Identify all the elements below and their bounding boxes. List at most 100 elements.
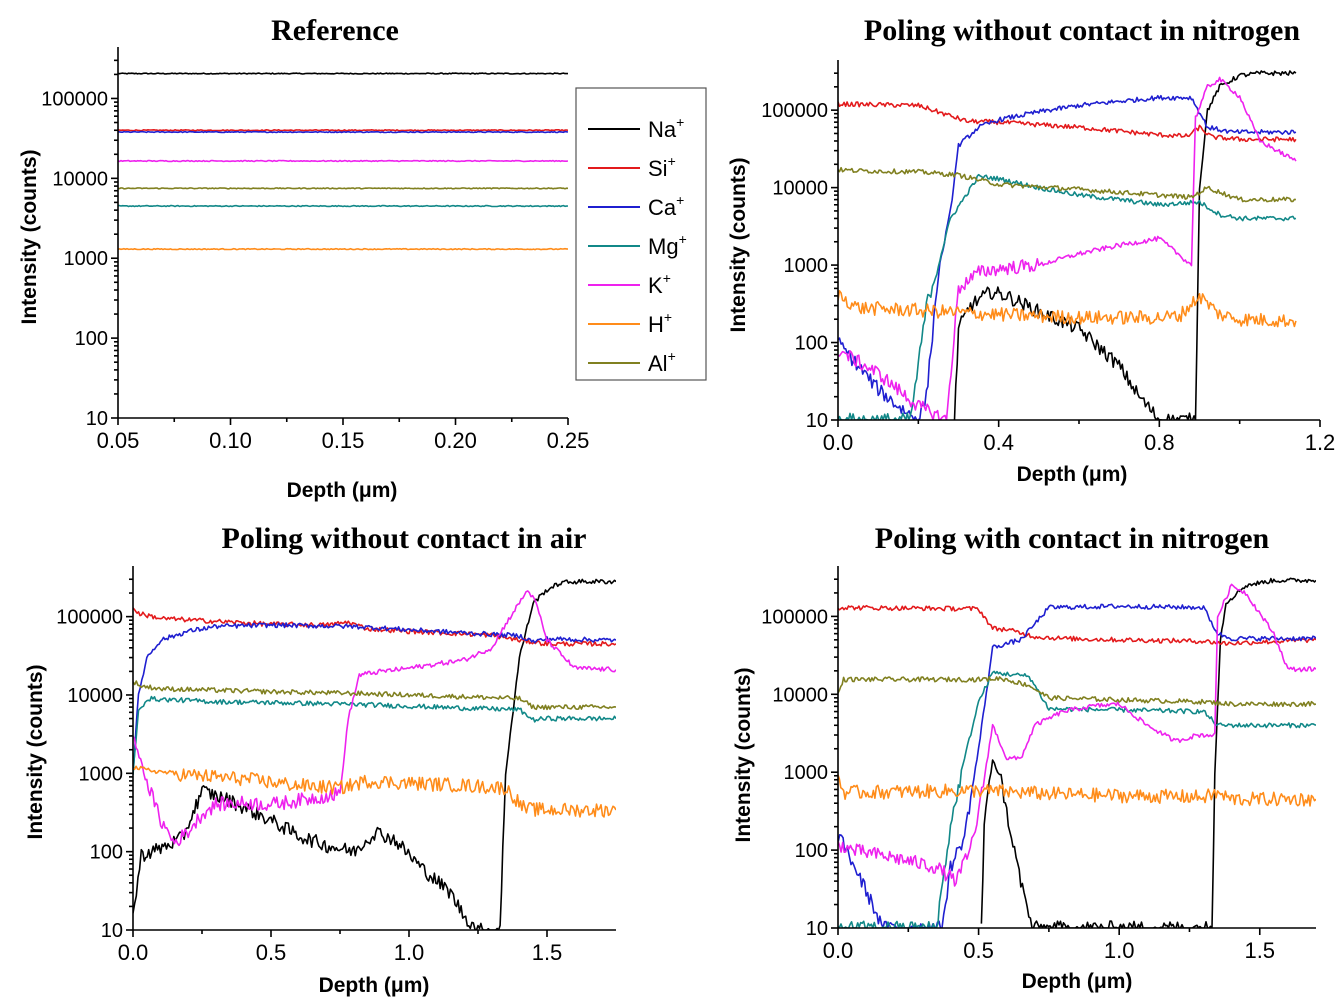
x-axis-label: Depth (μm) <box>1022 970 1133 993</box>
y-axis-label: Intensity (counts) <box>732 667 755 842</box>
y-tick-label: 1000 <box>784 762 829 784</box>
y-tick-label: 100 <box>795 333 828 355</box>
y-tick-label: 100 <box>795 840 828 862</box>
panel-reference: Reference Depth (μm) Intensity (counts) … <box>18 14 589 502</box>
panel-poling-without-contact-nitrogen: Poling without contact in nitrogen Depth… <box>727 14 1335 486</box>
series-k-line <box>838 76 1297 420</box>
series-ca-line <box>838 603 1316 928</box>
x-tick-label: 1.2 <box>1305 430 1335 455</box>
x-tick-label: 0.0 <box>118 940 149 965</box>
x-tick-label: 0.0 <box>823 430 854 455</box>
series-mg-line <box>133 695 616 776</box>
x-tick-label: 0.10 <box>209 428 252 453</box>
y-tick-label: 100000 <box>761 100 828 122</box>
panel-poling-without-contact-air: Poling without contact in air Depth (μm)… <box>24 522 616 997</box>
x-tick-label: 0.8 <box>1144 430 1175 455</box>
legend-label: Mg+ <box>648 231 687 259</box>
x-tick-label: 0.15 <box>322 428 365 453</box>
x-tick-label: 0.5 <box>963 938 994 963</box>
series-na-line <box>133 578 616 930</box>
x-axis-label: Depth (μm) <box>1017 463 1128 486</box>
series-al-line <box>118 187 568 190</box>
legend-label: H+ <box>648 309 672 337</box>
y-tick-label: 100000 <box>761 606 828 628</box>
series-al-line <box>133 680 616 711</box>
legend-label: Na+ <box>648 114 684 142</box>
series-al-line <box>838 675 1316 708</box>
x-tick-label: 1.5 <box>532 940 563 965</box>
x-tick-label: 0.20 <box>434 428 477 453</box>
y-tick-label: 1000 <box>784 255 829 277</box>
series-ca-line <box>118 130 568 134</box>
series-mg-line <box>118 204 568 208</box>
legend-entry-na: Na+ <box>588 114 684 142</box>
x-tick-label: 0.05 <box>97 428 140 453</box>
series-mg-line <box>838 173 1297 420</box>
legend-entry-ca: Ca+ <box>588 192 684 220</box>
series-na-line <box>980 577 1316 928</box>
panel-poling-with-contact-nitrogen: Poling with contact in nitrogen Depth (μ… <box>732 522 1316 993</box>
legend-label: Al+ <box>648 348 676 376</box>
x-tick-label: 1.5 <box>1244 938 1275 963</box>
y-tick-label: 10 <box>101 920 123 942</box>
chart-title: Poling without contact in nitrogen <box>864 14 1300 47</box>
series-group <box>838 577 1316 928</box>
legend-entry-mg: Mg+ <box>588 231 687 259</box>
y-axis-label: Intensity (counts) <box>727 157 750 332</box>
chart-title: Poling with contact in nitrogen <box>875 522 1270 555</box>
series-h-line <box>133 765 616 818</box>
series-si-line <box>838 101 1297 143</box>
x-tick-label: 0.0 <box>823 938 854 963</box>
series-group <box>838 70 1297 420</box>
legend-entry-si: Si+ <box>588 153 676 181</box>
series-group <box>118 72 568 251</box>
x-axis-label: Depth (μm) <box>287 479 398 502</box>
series-ca-line <box>838 94 1297 420</box>
x-tick-label: 1.0 <box>1104 938 1135 963</box>
legend-label: Ca+ <box>648 192 684 220</box>
series-k-line <box>118 159 568 163</box>
legend-label: Si+ <box>648 153 676 181</box>
y-tick-label: 10 <box>86 408 108 430</box>
series-h-line <box>838 774 1316 807</box>
y-tick-label: 10 <box>806 410 828 432</box>
y-tick-label: 100000 <box>56 607 123 629</box>
series-ca-line <box>133 622 616 774</box>
legend-entry-h: H+ <box>588 309 672 337</box>
series-na-line <box>118 72 568 75</box>
y-tick-label: 100 <box>90 842 123 864</box>
x-tick-label: 0.5 <box>256 940 287 965</box>
legend-label: K+ <box>648 270 671 298</box>
chart-title: Poling without contact in air <box>222 522 587 555</box>
y-tick-label: 1000 <box>64 248 109 270</box>
series-group <box>133 578 616 930</box>
y-tick-label: 10000 <box>52 168 108 190</box>
y-tick-label: 1000 <box>79 763 124 785</box>
series-si-line <box>133 607 616 647</box>
series-si-line <box>118 129 568 132</box>
series-si-line <box>838 604 1316 646</box>
y-tick-label: 100000 <box>41 88 108 110</box>
x-axis-label: Depth (μm) <box>319 974 430 997</box>
series-na-line <box>953 70 1297 420</box>
y-tick-label: 10000 <box>772 178 828 200</box>
x-tick-label: 0.25 <box>547 428 590 453</box>
series-k-line <box>133 590 616 847</box>
series-h-line <box>118 247 568 251</box>
y-tick-label: 100 <box>75 328 108 350</box>
x-tick-label: 0.4 <box>983 430 1014 455</box>
y-tick-label: 10000 <box>67 685 123 707</box>
series-h-line <box>838 289 1297 328</box>
series-k-line <box>838 583 1316 887</box>
series-al-line <box>838 166 1297 203</box>
legend-entry-al: Al+ <box>588 348 676 376</box>
y-tick-label: 10000 <box>772 684 828 706</box>
x-tick-label: 1.0 <box>394 940 425 965</box>
y-axis-label: Intensity (counts) <box>18 149 41 324</box>
y-tick-label: 10 <box>806 918 828 940</box>
y-axis-label: Intensity (counts) <box>24 664 47 839</box>
legend: Na+ Si+ Ca+ Mg+ K+ H+ Al+ <box>575 87 707 381</box>
legend-box <box>575 87 707 381</box>
chart-title: Reference <box>271 14 399 47</box>
